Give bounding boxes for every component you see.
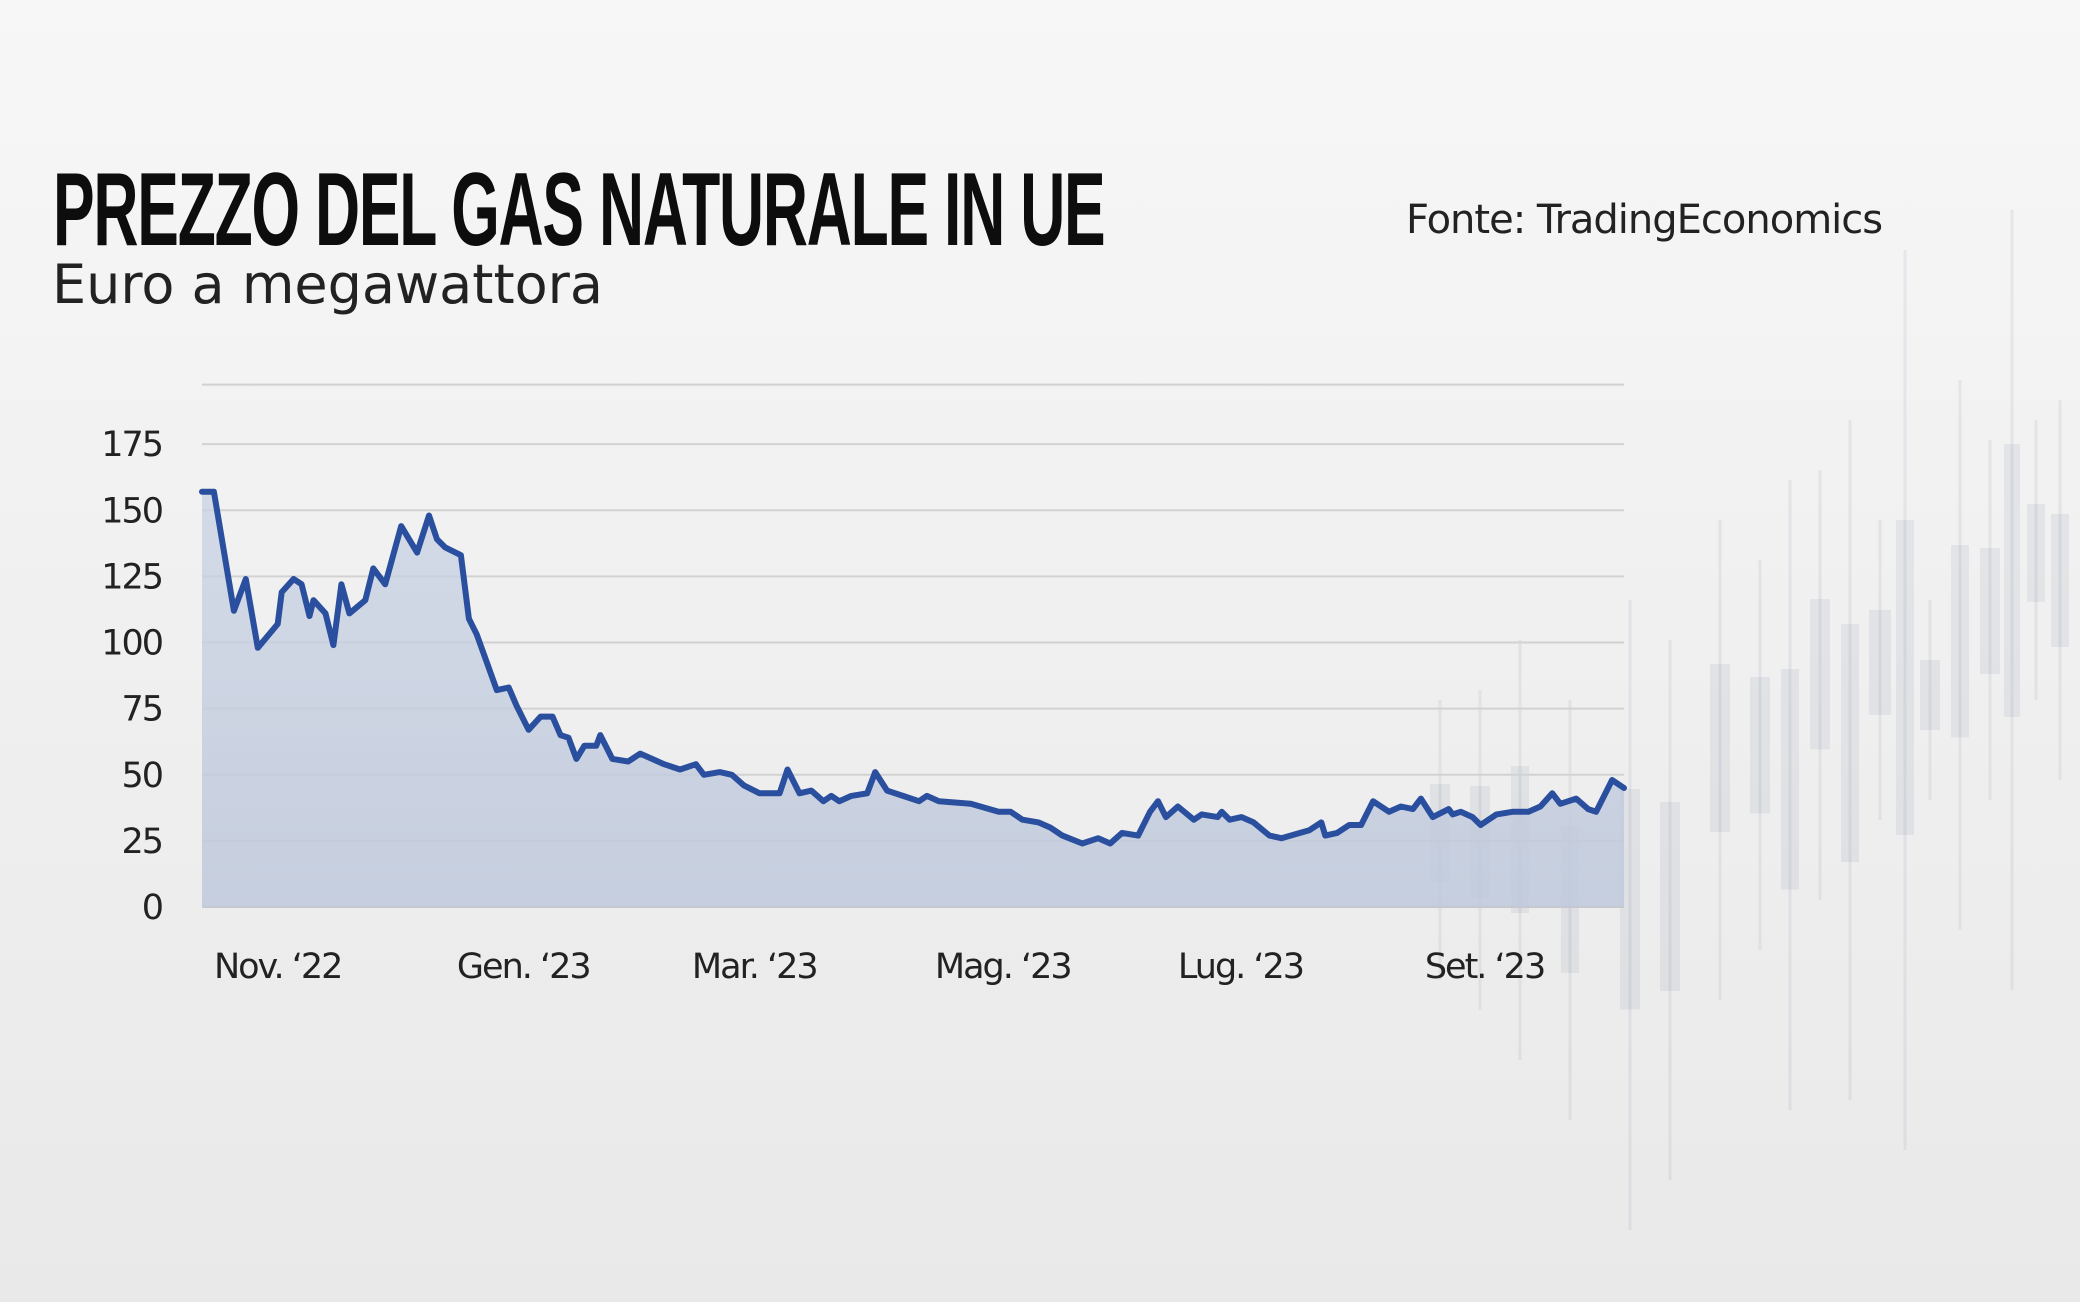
chart-source: Fonte: TradingEconomics: [1406, 197, 1883, 243]
y-tick-label: 25: [121, 822, 162, 862]
candle-body: [1896, 520, 1914, 835]
x-tick-label: Lug. ‘23: [1178, 947, 1303, 987]
candle-body: [1869, 610, 1891, 715]
candle-body: [1810, 599, 1830, 750]
y-tick-label: 150: [101, 491, 162, 531]
candle-body: [1710, 664, 1730, 832]
x-axis-ticks: Nov. ‘22 Gen. ‘23 Mar. ‘23 Mag. ‘23 Lug. ‘23…: [214, 947, 1546, 987]
candle-body: [2004, 444, 2020, 717]
y-tick-label: 0: [142, 888, 162, 928]
candle-body: [1920, 660, 1940, 730]
candle-body: [1620, 789, 1640, 1010]
candle-body: [1750, 677, 1770, 814]
x-tick-label: Mar. ‘23: [692, 947, 817, 987]
y-tick-label: 50: [121, 756, 162, 796]
y-axis-ticks: 0 25 50 75 100 125 150 175: [101, 425, 164, 928]
x-tick-label: Mag. ‘23: [935, 947, 1071, 987]
x-tick-label: Nov. ‘22: [214, 947, 342, 987]
y-tick-label: 75: [121, 690, 162, 730]
y-tick-label: 125: [101, 557, 162, 597]
y-tick-label: 175: [101, 425, 162, 465]
candle-body: [1951, 545, 1969, 738]
x-tick-label: Gen. ‘23: [457, 947, 590, 987]
candle-body: [1781, 669, 1799, 890]
candle-body: [2051, 514, 2069, 647]
chart-title: PREZZO DEL GAS NATURALE IN UE: [53, 152, 1106, 268]
candle-body: [2027, 504, 2045, 602]
y-tick-label: 100: [101, 624, 162, 664]
candle-body: [1660, 802, 1680, 991]
x-tick-label: Set. ‘23: [1425, 947, 1544, 987]
chart-subtitle: Euro a megawattora: [52, 253, 603, 316]
candle-body: [1980, 548, 2000, 674]
candle-body: [1841, 624, 1859, 862]
price-line: [199, 488, 1627, 847]
price-area: [202, 491, 1624, 907]
